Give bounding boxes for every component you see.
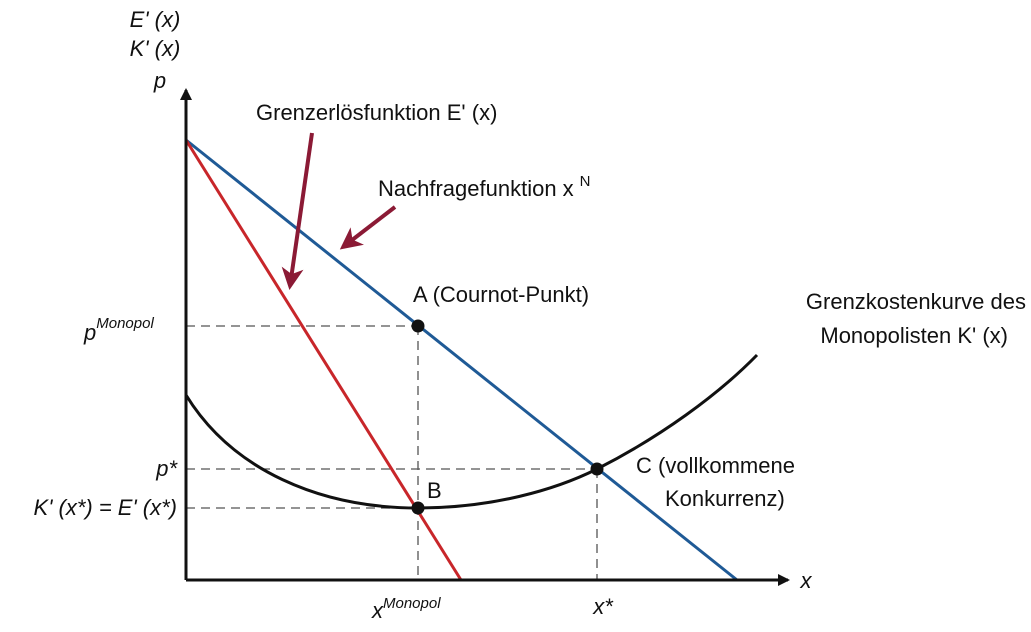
guide-lines: [186, 325, 598, 580]
point-c-label-line2: Konkurrenz): [665, 486, 785, 511]
x-axis-label: x: [800, 568, 813, 593]
y-axis-label-e: E' (x): [130, 7, 181, 32]
point-c-label-line1: C (vollkommene: [636, 453, 795, 478]
demand-curve: [185, 138, 738, 582]
point-b-label: B: [427, 478, 442, 503]
p-monopol-label: pMonopol: [83, 315, 154, 345]
point-a-marker: [411, 319, 425, 333]
point-c-marker: [590, 462, 604, 476]
grenzerloes-label: Grenzerlösfunktion E' (x): [256, 100, 497, 125]
point-a-label: A (Cournot-Punkt): [413, 282, 589, 307]
point-b-marker: [411, 501, 425, 515]
grenzkosten-label-line2: Monopolisten K' (x): [820, 323, 1008, 348]
y-axis-label-p: p: [153, 68, 166, 93]
grenzkosten-label-line1: Grenzkostenkurve des: [806, 289, 1026, 314]
y-axis-label-k: K' (x): [130, 36, 181, 61]
nachfrage-arrow: [339, 205, 397, 250]
grenzerloes-arrow: [281, 132, 314, 290]
x-monopol-label: xMonopol: [371, 595, 441, 623]
x-star-label: x*: [592, 594, 614, 619]
k-eq-label: K' (x*) = E' (x*): [34, 495, 177, 520]
p-star-label: p*: [155, 456, 178, 481]
marginal-cost-curve: [184, 353, 759, 510]
